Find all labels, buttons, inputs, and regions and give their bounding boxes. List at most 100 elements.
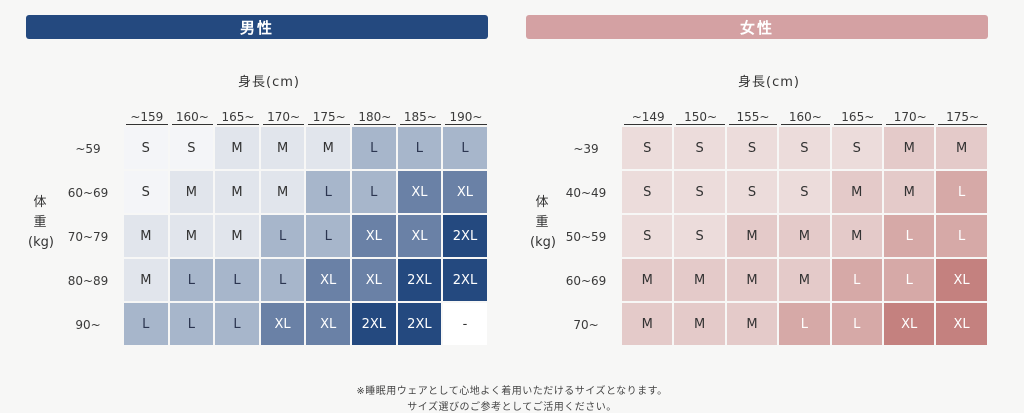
men-size-cell: L: [215, 303, 259, 345]
men-size-cell: L: [215, 259, 259, 301]
men-col-head: ~159: [126, 109, 168, 125]
men-size-cell: M: [124, 259, 168, 301]
men-col-head: 180~: [354, 109, 396, 125]
men-size-cell: M: [215, 171, 259, 213]
men-col-head: 170~: [262, 109, 305, 125]
women-col-head: 170~: [886, 109, 935, 125]
men-weight-label: 体 重 (kg): [28, 193, 54, 253]
men-size-cell: 2XL: [397, 259, 442, 301]
women-size-cell: M: [674, 303, 725, 345]
women-size-cell: L: [831, 259, 882, 301]
men-size-cell: -: [443, 303, 487, 345]
women-height-label: 身長(cm): [738, 75, 800, 90]
men-size-cell: XL: [397, 215, 442, 257]
women-size-cell: M: [674, 259, 725, 301]
men-size-cell: L: [352, 127, 396, 169]
women-size-cell: M: [622, 259, 673, 301]
men-size-cell: L: [306, 171, 350, 213]
women-col-head: ~149: [624, 109, 673, 125]
women-size-cell: S: [674, 215, 725, 257]
men-size-cell: M: [169, 171, 214, 213]
women-size-cell: M: [936, 127, 987, 169]
men-size-cell: L: [352, 171, 396, 213]
women-size-cell: S: [831, 127, 882, 169]
women-col-head: 165~: [833, 109, 882, 125]
women-row-head: 50~59: [565, 230, 607, 244]
men-size-cell: L: [260, 259, 305, 301]
women-col-head: 175~: [938, 109, 987, 125]
women-size-cell: M: [884, 171, 935, 213]
women-size-cell: M: [726, 259, 778, 301]
footnote-line-1: ※睡眠用ウェアとして心地よく着用いただけるサイズとなります。: [356, 386, 668, 397]
men-size-cell: S: [124, 171, 168, 213]
women-size-cell: M: [831, 171, 882, 213]
women-weight-label-line-3: (kg): [530, 235, 556, 250]
women-size-cell: M: [779, 259, 830, 301]
women-row-head: ~39: [573, 142, 599, 156]
women-size-cell: S: [779, 171, 830, 213]
men-size-cell: L: [443, 127, 487, 169]
women-size-cell: L: [779, 303, 830, 345]
men-size-cell: 2XL: [443, 259, 487, 301]
women-size-cell: S: [622, 215, 673, 257]
men-size-cell: M: [124, 215, 168, 257]
women-size-cell: S: [622, 171, 673, 213]
women-size-cell: S: [779, 127, 830, 169]
men-size-cell: L: [169, 303, 214, 345]
women-weight-label-line-2: 重: [535, 215, 549, 230]
women-size-cell: S: [726, 127, 778, 169]
women-size-cell: S: [674, 127, 725, 169]
women-weight-label-line-1: 体: [535, 195, 549, 210]
women-col-head: 150~: [676, 109, 725, 125]
women-size-cell: M: [726, 303, 778, 345]
men-size-cell: L: [169, 259, 214, 301]
men-size-cell: 2XL: [397, 303, 442, 345]
footnote-line-2: サイズ選びのご参考としてご活用ください。: [407, 402, 617, 413]
men-size-cell: XL: [260, 303, 305, 345]
women-banner: 女性: [526, 15, 988, 39]
women-size-cell: XL: [936, 259, 987, 301]
women-size-cell: M: [622, 303, 673, 345]
men-col-head: 160~: [171, 109, 214, 125]
women-col-head: 155~: [728, 109, 778, 125]
men-weight-label-line-2: 重: [33, 215, 47, 230]
men-size-cell: XL: [306, 303, 350, 345]
men-size-cell: S: [124, 127, 168, 169]
women-size-cell: XL: [884, 303, 935, 345]
women-size-cell: S: [622, 127, 673, 169]
men-row-head: 90~: [75, 318, 101, 332]
women-row-head: 70~: [573, 318, 599, 332]
men-size-cell: M: [260, 171, 305, 213]
women-weight-label: 体 重 (kg): [530, 193, 556, 253]
men-col-head: 185~: [399, 109, 442, 125]
men-size-cell: L: [306, 215, 350, 257]
women-size-cell: XL: [936, 303, 987, 345]
men-banner: 男性: [26, 15, 488, 39]
men-col-head: 190~: [445, 109, 487, 125]
men-size-cell: 2XL: [443, 215, 487, 257]
men-size-cell: M: [306, 127, 350, 169]
men-row-head: 80~89: [67, 274, 109, 288]
women-size-cell: M: [884, 127, 935, 169]
men-row-head: 60~69: [67, 186, 109, 200]
men-size-cell: M: [215, 127, 259, 169]
men-size-cell: M: [260, 127, 305, 169]
men-size-cell: 2XL: [352, 303, 396, 345]
women-col-head: 160~: [781, 109, 830, 125]
women-size-cell: S: [726, 171, 778, 213]
women-size-cell: L: [936, 215, 987, 257]
men-size-cell: L: [260, 215, 305, 257]
women-size-cell: L: [936, 171, 987, 213]
men-col-head: 175~: [308, 109, 350, 125]
men-size-cell: L: [397, 127, 442, 169]
men-size-cell: XL: [306, 259, 350, 301]
women-row-head: 60~69: [565, 274, 607, 288]
men-size-cell: S: [169, 127, 214, 169]
women-size-cell: L: [831, 303, 882, 345]
men-size-cell: XL: [352, 259, 396, 301]
men-size-cell: XL: [443, 171, 487, 213]
men-size-cell: XL: [397, 171, 442, 213]
men-size-cell: XL: [352, 215, 396, 257]
women-size-cell: M: [726, 215, 778, 257]
women-size-cell: M: [831, 215, 882, 257]
